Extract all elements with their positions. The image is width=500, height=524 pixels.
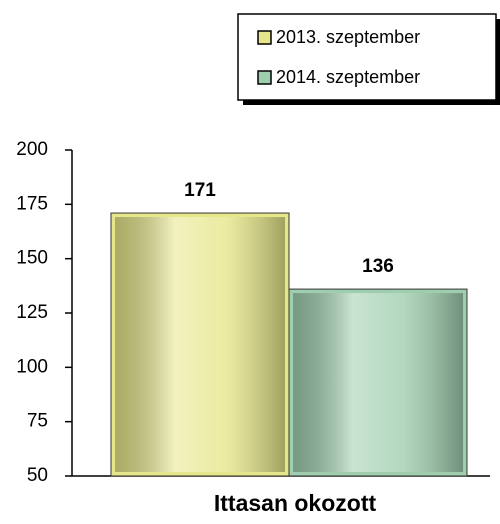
x-tick-label: Ittasan okozott <box>214 490 377 516</box>
legend-box <box>237 13 497 101</box>
legend-swatch <box>257 30 272 45</box>
legend-label: 2013. szeptember <box>276 27 420 47</box>
value-label: 136 <box>362 256 394 277</box>
y-tick-label: 175 <box>16 193 48 214</box>
bar-shine <box>115 217 285 472</box>
y-tick-label: 150 <box>16 248 48 269</box>
legend-swatch <box>257 70 272 85</box>
y-tick-label: 50 <box>27 465 48 486</box>
y-tick-label: 100 <box>16 356 48 377</box>
value-label: 171 <box>184 180 216 201</box>
y-tick-label: 75 <box>27 411 48 432</box>
bar-shine <box>293 293 463 472</box>
legend-label: 2014. szeptember <box>276 67 420 87</box>
y-tick-label: 125 <box>16 302 48 323</box>
y-tick-label: 200 <box>16 139 48 160</box>
